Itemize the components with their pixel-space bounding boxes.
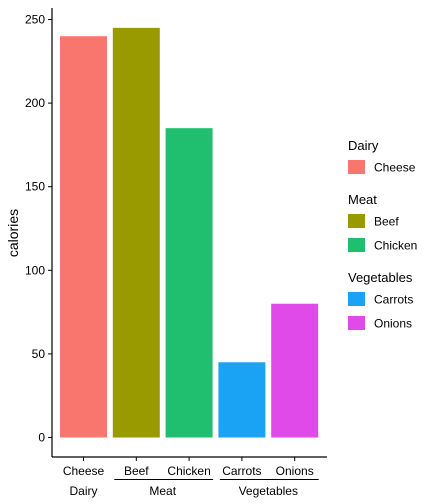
x-tick-label: Carrots: [222, 464, 261, 478]
legend-swatch-onions: [348, 316, 365, 330]
bar-onions: [271, 303, 319, 438]
legend-label-beef: Beef: [374, 215, 399, 229]
x-tick-label: Onions: [276, 464, 314, 478]
y-tick-label: 100: [25, 263, 45, 277]
legend-group-title: Meat: [348, 192, 377, 207]
y-tick-label: 200: [25, 96, 45, 110]
bar-beef: [112, 27, 160, 438]
group-label-dairy: Dairy: [69, 484, 97, 498]
plot-area: 0 50 100 150 200 250 Cheese Beef Chicken Carrots O…: [25, 8, 327, 498]
legend-group-title: Dairy: [348, 138, 379, 153]
legend-group-title: Vegetables: [348, 270, 413, 285]
legend-label-carrots: Carrots: [374, 293, 413, 307]
group-label-vegetables: Vegetables: [239, 484, 298, 498]
legend-swatch-chicken: [348, 238, 365, 252]
legend-label-cheese: Cheese: [374, 161, 416, 175]
y-axis-title: calories: [5, 209, 21, 257]
legend-label-chicken: Chicken: [374, 239, 417, 253]
y-tick-label: 50: [32, 347, 46, 361]
bar-carrots: [218, 362, 266, 438]
bar-cheese: [60, 36, 107, 438]
x-tick-label: Cheese: [63, 464, 105, 478]
group-label-meat: Meat: [149, 484, 176, 498]
legend-label-onions: Onions: [374, 317, 412, 331]
x-tick-label: Chicken: [167, 464, 210, 478]
legend: Dairy Cheese Meat Beef Chicken Vegetables Carr…: [348, 138, 417, 331]
y-tick-label: 0: [38, 431, 45, 445]
x-tick-label: Beef: [124, 464, 149, 478]
y-tick-label: 250: [25, 13, 45, 27]
y-tick-label: 150: [25, 180, 45, 194]
legend-swatch-carrots: [348, 292, 365, 306]
legend-swatch-cheese: [348, 160, 365, 174]
bar-chicken: [165, 128, 213, 438]
legend-swatch-beef: [348, 214, 365, 228]
